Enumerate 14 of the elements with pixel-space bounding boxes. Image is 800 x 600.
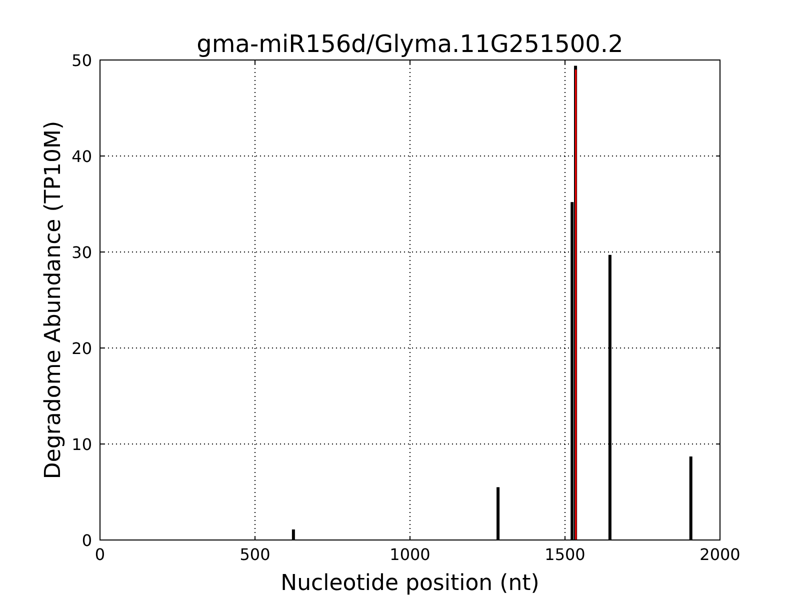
x-tick-label: 1500 <box>544 545 586 564</box>
x-tick-label: 1000 <box>390 545 430 564</box>
y-tick-label: 20 <box>72 339 92 358</box>
x-tick-label: 500 <box>240 545 270 564</box>
x-tick-label: 2000 <box>700 545 740 564</box>
y-tick-label: 50 <box>72 51 92 70</box>
y-tick-label: 30 <box>72 243 92 262</box>
chart-title: gma-miR156d/Glyma.11G251500.2 <box>196 30 624 58</box>
y-tick-label: 0 <box>82 531 92 550</box>
x-axis-title: Nucleotide position (nt) <box>280 571 540 596</box>
y-axis-title: Degradome Abundance (TP10M) <box>41 120 66 480</box>
x-tick-label: 0 <box>94 545 106 564</box>
y-tick-label: 10 <box>72 435 92 454</box>
y-tick-label: 40 <box>72 147 92 166</box>
